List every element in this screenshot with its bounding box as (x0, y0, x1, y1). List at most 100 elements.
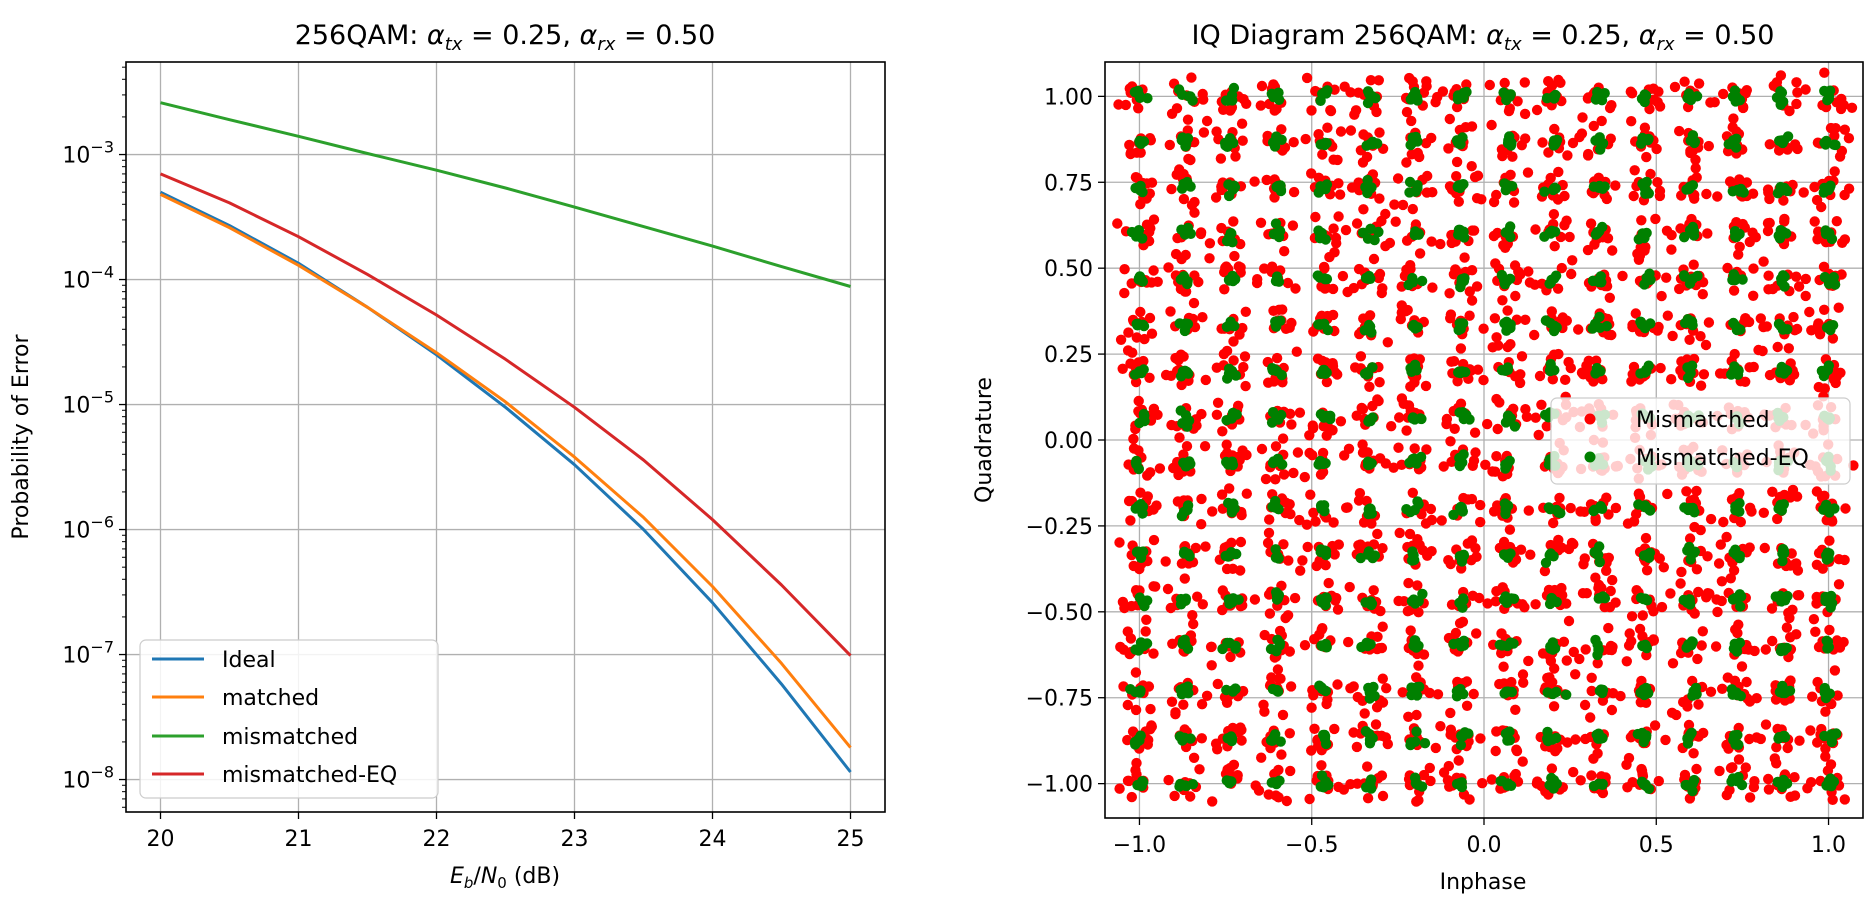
scatter-point (1235, 536, 1247, 548)
scatter-point (1568, 766, 1579, 778)
scatter-point (1763, 270, 1774, 281)
scatter-point (1638, 593, 1649, 605)
scatter-point (1133, 395, 1144, 407)
scatter-point (1757, 345, 1768, 357)
scatter-point (1688, 259, 1699, 270)
scatter-point (1607, 641, 1618, 653)
scatter-point (1309, 634, 1320, 645)
scatter-point (1180, 595, 1191, 606)
scatter-point (1669, 81, 1681, 93)
scatter-point (1125, 148, 1136, 160)
scatter-point (1388, 462, 1399, 473)
scatter-point (1789, 772, 1800, 783)
scatter-point (1377, 790, 1389, 802)
scatter-point (1114, 783, 1125, 794)
scatter-point (1404, 528, 1416, 540)
scatter-point (1823, 185, 1834, 196)
scatter-point (1422, 550, 1433, 561)
scatter-point (1221, 697, 1233, 708)
scatter-point (1802, 783, 1813, 794)
scatter-point (1142, 470, 1153, 481)
scatter-point (1174, 731, 1186, 742)
scatter-point (1316, 227, 1327, 239)
series-line-ideal (159, 190, 852, 773)
scatter-point (1579, 553, 1591, 564)
scatter-point (1196, 699, 1208, 710)
scatter-point (1826, 736, 1838, 748)
scatter-point (1549, 643, 1561, 654)
scatter-point (1827, 333, 1839, 344)
x-tick-label: 0.0 (1467, 833, 1502, 858)
scatter-point (1207, 506, 1218, 517)
iq-y-axis-label: Quadrature (972, 377, 997, 503)
scatter-point (1363, 319, 1375, 331)
scatter-point (1277, 433, 1289, 444)
scatter-point (1351, 741, 1363, 753)
scatter-point (1450, 264, 1461, 275)
scatter-point (1154, 463, 1166, 474)
scatter-point (1565, 502, 1576, 514)
scatter-point (1676, 566, 1687, 578)
scatter-point (1548, 209, 1560, 220)
scatter-point (1445, 558, 1456, 570)
scatter-point (1741, 85, 1753, 96)
scatter-point (1382, 337, 1394, 348)
scatter-point (1407, 203, 1419, 215)
scatter-point (1464, 794, 1475, 805)
scatter-point (1218, 348, 1230, 360)
scatter-point (1838, 636, 1849, 648)
scatter-point (1405, 739, 1416, 751)
scatter-point (1778, 135, 1790, 146)
scatter-point (1421, 444, 1432, 455)
scatter-point (1401, 106, 1413, 118)
scatter-point (1407, 546, 1418, 557)
scatter-point (1824, 535, 1835, 546)
scatter-point (1319, 506, 1330, 517)
scatter-point (1748, 782, 1760, 793)
scatter-point (1728, 269, 1740, 280)
scatter-point (1648, 606, 1659, 617)
scatter-point (1684, 183, 1695, 194)
scatter-point (1468, 455, 1480, 466)
scatter-point (1413, 499, 1424, 510)
scatter-point (1762, 225, 1774, 237)
scatter-point (1682, 92, 1693, 104)
scatter-point (1502, 640, 1513, 652)
scatter-point (1192, 591, 1203, 602)
scatter-point (1288, 467, 1299, 479)
scatter-point (1709, 97, 1720, 108)
scatter-point (1637, 610, 1649, 621)
scatter-point (1548, 701, 1560, 712)
scatter-point (1808, 614, 1820, 625)
scatter-point (1701, 592, 1712, 603)
scatter-point (1342, 502, 1353, 513)
scatter-point (1630, 308, 1642, 319)
scatter-point (1574, 131, 1585, 143)
scatter-point (1505, 231, 1516, 243)
scatter-point (1553, 166, 1564, 178)
scatter-point (1674, 283, 1685, 295)
scatter-point (1545, 539, 1556, 551)
scatter-point (1493, 340, 1504, 351)
scatter-point (1396, 393, 1408, 404)
scatter-point (1364, 381, 1375, 392)
scatter-point (1665, 588, 1676, 599)
scatter-point (1519, 108, 1531, 120)
scatter-point (1755, 313, 1767, 324)
scatter-point (1231, 409, 1242, 420)
scatter-point (1771, 742, 1782, 753)
scatter-point (1471, 281, 1483, 292)
scatter-point (1678, 270, 1690, 281)
scatter-point (1597, 778, 1608, 790)
scatter-point (1407, 137, 1418, 148)
scatter-point (1337, 270, 1349, 282)
scatter-point (1175, 405, 1187, 416)
scatter-point (1150, 581, 1161, 592)
scatter-point (1541, 93, 1553, 104)
scatter-point (1140, 626, 1151, 637)
scatter-point (1432, 689, 1444, 700)
scatter-point (1131, 458, 1142, 469)
scatter-point (1500, 463, 1511, 474)
y-tick-label: −0.25 (1026, 515, 1093, 540)
scatter-point (1413, 607, 1424, 618)
